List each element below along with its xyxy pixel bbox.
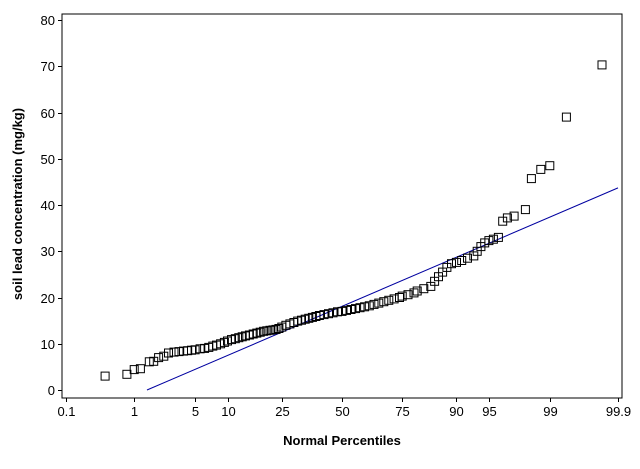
- x-tick-label: 99: [543, 404, 557, 419]
- y-tick-label: 0: [48, 383, 55, 398]
- data-point: [488, 234, 498, 244]
- data-point: [379, 297, 389, 307]
- data-point: [502, 213, 512, 223]
- x-tick-label: 10: [221, 404, 235, 419]
- y-tick-label: 30: [41, 244, 55, 259]
- data-point: [419, 284, 429, 294]
- data-point: [360, 302, 370, 312]
- data-point: [520, 205, 530, 215]
- data-point: [252, 328, 262, 338]
- x-tick-label: 75: [395, 404, 409, 419]
- data-point: [135, 364, 145, 374]
- x-tick-label: 50: [335, 404, 349, 419]
- data-point: [526, 174, 536, 184]
- data-point: [536, 164, 546, 174]
- x-tick-label: 95: [482, 404, 496, 419]
- data-point: [412, 286, 422, 296]
- data-point: [169, 347, 179, 357]
- data-point: [545, 161, 555, 171]
- data-point: [597, 60, 607, 70]
- data-point: [409, 288, 419, 298]
- fit-line: [146, 187, 619, 391]
- y-tick-label: 80: [41, 13, 55, 28]
- data-point: [364, 301, 374, 311]
- data-point: [369, 299, 379, 309]
- data-point: [129, 365, 139, 375]
- data-point: [561, 112, 571, 122]
- y-tick-label: 40: [41, 198, 55, 213]
- data-point: [447, 259, 456, 269]
- data-point: [274, 324, 284, 333]
- data-point: [493, 232, 503, 242]
- x-tick-label: 0.1: [57, 404, 75, 419]
- data-point: [509, 211, 519, 221]
- data-point: [255, 327, 265, 337]
- data-point: [237, 332, 247, 342]
- x-tick-label: 90: [449, 404, 463, 419]
- data-point: [452, 257, 461, 267]
- y-tick-label: 10: [41, 337, 55, 352]
- data-point: [271, 324, 281, 334]
- data-point: [190, 345, 200, 355]
- x-axis-title: Normal Percentiles: [283, 433, 401, 448]
- y-tick-label: 60: [41, 106, 55, 121]
- y-tick-label: 70: [41, 59, 55, 74]
- data-point: [403, 290, 413, 300]
- x-tick-label: 1: [131, 404, 138, 419]
- data-point: [219, 337, 229, 347]
- data-point: [457, 256, 467, 265]
- x-tick-label: 99.9: [606, 404, 631, 419]
- x-tick-label: 5: [192, 404, 199, 419]
- data-point: [463, 253, 472, 263]
- data-point: [397, 291, 407, 301]
- data-point: [384, 295, 394, 305]
- data-point: [164, 348, 173, 358]
- data-point: [159, 351, 169, 361]
- plot-layer: 0 10 20 30 40 50 60 70 80 0.1 1 5 10 25 50 75 90 95 99 99.9: [41, 13, 632, 419]
- data-point: [374, 298, 384, 308]
- y-tick-label: 20: [41, 291, 55, 306]
- data-point: [314, 311, 324, 320]
- data-point: [498, 216, 508, 226]
- data-point: [234, 333, 244, 343]
- data-point: [469, 251, 479, 261]
- data-point: [154, 353, 164, 363]
- y-tick-label: 50: [41, 152, 55, 167]
- data-point: [122, 369, 132, 379]
- data-point: [355, 303, 365, 313]
- y-axis-title: soil lead concentration (mg/kg): [10, 108, 25, 300]
- data-point: [100, 371, 110, 381]
- x-tick-label: 25: [275, 404, 289, 419]
